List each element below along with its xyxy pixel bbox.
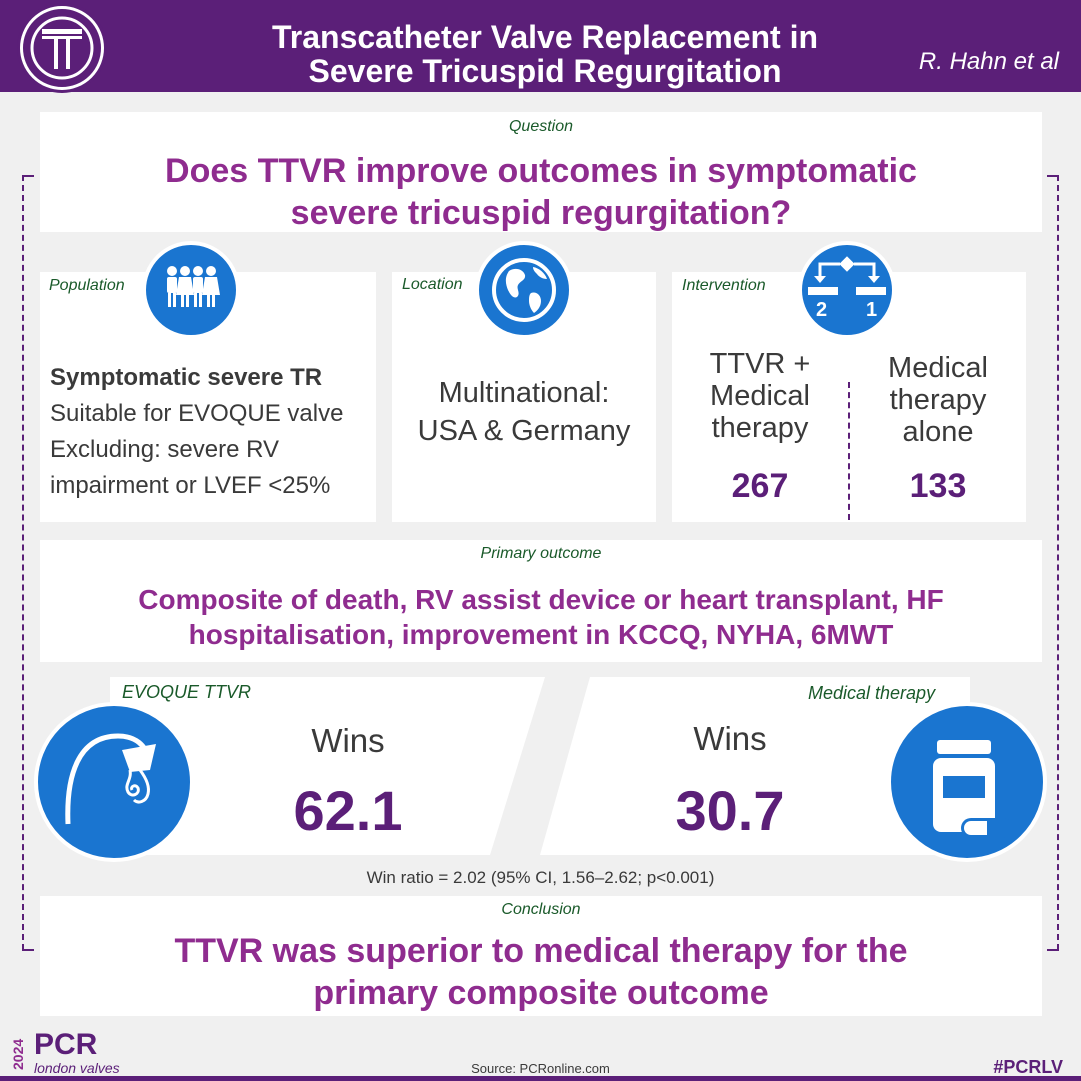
letter-t-logo-icon xyxy=(20,6,104,90)
population-line-3: impairment or LVEF <25% xyxy=(50,472,331,499)
arm1-line-2: Medical xyxy=(710,380,810,412)
population-text: Symptomatic severe TR Suitable for EVOQU… xyxy=(50,360,343,504)
population-box: Population Symptomatic severe TR Suitabl… xyxy=(40,272,376,522)
question-line-1: Does TTVR improve outcomes in symptomati… xyxy=(165,152,917,190)
random-num-right: 1 xyxy=(866,299,878,321)
population-line-2: Excluding: severe RV xyxy=(50,436,280,463)
header-bar: Transcatheter Valve Replacement in Sever… xyxy=(0,0,1081,92)
heart-valve-icon xyxy=(34,702,194,862)
arm1-line-1: TTVR + xyxy=(709,348,811,380)
arm2-count: 133 xyxy=(909,467,967,505)
footer-brand-sub: london valves xyxy=(34,1060,120,1076)
left-wins-label: Wins xyxy=(311,722,385,759)
right-bracket-top-tick xyxy=(1047,175,1059,177)
left-bracket-top-tick xyxy=(22,175,34,177)
location-line-1: Multinational: xyxy=(438,377,610,409)
conclusion-line-2: primary composite outcome xyxy=(313,974,769,1012)
footer-source: Source: PCRonline.com xyxy=(471,1061,610,1076)
evoque-label: EVOQUE TTVR xyxy=(122,682,252,702)
arm2-line-1: Medical xyxy=(888,352,988,384)
location-line-2: USA & Germany xyxy=(417,415,631,447)
conclusion-label: Conclusion xyxy=(501,901,581,918)
medical-therapy-label: Medical therapy xyxy=(808,683,936,703)
arm2-line-2: therapy xyxy=(889,384,987,416)
primary-outcome-line-2: hospitalisation, improvement in KCCQ, NY… xyxy=(188,619,894,650)
arm-divider xyxy=(848,382,850,520)
primary-outcome-line-1: Composite of death, RV assist device or … xyxy=(138,584,944,615)
left-bracket xyxy=(22,175,36,950)
question-label: Question xyxy=(508,118,574,135)
population-heading: Symptomatic severe TR xyxy=(50,364,323,391)
left-bracket-bottom-tick xyxy=(22,949,34,951)
intervention-label: Intervention xyxy=(682,277,766,294)
footer-bar xyxy=(0,1076,1081,1081)
randomization-icon: 2 1 xyxy=(798,241,896,339)
primary-outcome-box: Primary outcome Composite of death, RV a… xyxy=(40,540,1042,662)
results-panels xyxy=(110,677,970,855)
conclusion-text: TTVR was superior to medical therapy for… xyxy=(40,930,1042,1014)
population-line-1: Suitable for EVOQUE valve xyxy=(50,400,344,427)
right-wins-value: 30.7 xyxy=(675,779,785,842)
globe-icon xyxy=(475,241,573,339)
footer-hashtag: #PCRLV xyxy=(993,1057,1063,1077)
random-num-left: 2 xyxy=(816,299,828,321)
location-text: Multinational: USA & Germany xyxy=(392,374,656,450)
title-line-2: Severe Tricuspid Regurgitation xyxy=(308,53,782,89)
intervention-arm-1: TTVR + Medical therapy xyxy=(672,348,848,444)
intervention-box: Intervention TTVR + Medical therapy 267 … xyxy=(672,272,1026,522)
arm1-count: 267 xyxy=(731,467,789,505)
conclusion-box: Conclusion TTVR was superior to medical … xyxy=(40,896,1042,1016)
question-line-2: severe tricuspid regurgitation? xyxy=(290,194,792,232)
page-title: Transcatheter Valve Replacement in Sever… xyxy=(150,20,940,88)
location-box: Location Multinational: USA & Germany xyxy=(392,272,656,522)
pill-bottle-icon xyxy=(887,702,1047,862)
arm2-line-3: alone xyxy=(902,416,974,448)
footer-brand: PCR xyxy=(34,1028,98,1061)
title-line-1: Transcatheter Valve Replacement in xyxy=(271,19,819,55)
primary-outcome-text: Composite of death, RV assist device or … xyxy=(40,582,1042,652)
win-ratio: Win ratio = 2.02 (95% CI, 1.56–2.62; p<0… xyxy=(366,868,715,887)
question-box: Question Does TTVR improve outcomes in s… xyxy=(40,112,1042,232)
location-label: Location xyxy=(402,276,463,293)
people-group-icon xyxy=(142,241,240,339)
intervention-arm-2: Medical therapy alone xyxy=(850,352,1026,448)
left-wins-value: 62.1 xyxy=(293,779,403,842)
author: R. Hahn et al xyxy=(918,48,1059,75)
population-label: Population xyxy=(49,277,125,294)
conclusion-line-1: TTVR was superior to medical therapy for… xyxy=(174,932,908,970)
primary-outcome-label: Primary outcome xyxy=(480,545,602,562)
right-bracket xyxy=(1045,175,1059,950)
right-bracket-bottom-tick xyxy=(1047,949,1059,951)
arm1-line-3: therapy xyxy=(711,412,809,444)
right-wins-label: Wins xyxy=(693,720,767,757)
question-text: Does TTVR improve outcomes in symptomati… xyxy=(40,150,1042,234)
